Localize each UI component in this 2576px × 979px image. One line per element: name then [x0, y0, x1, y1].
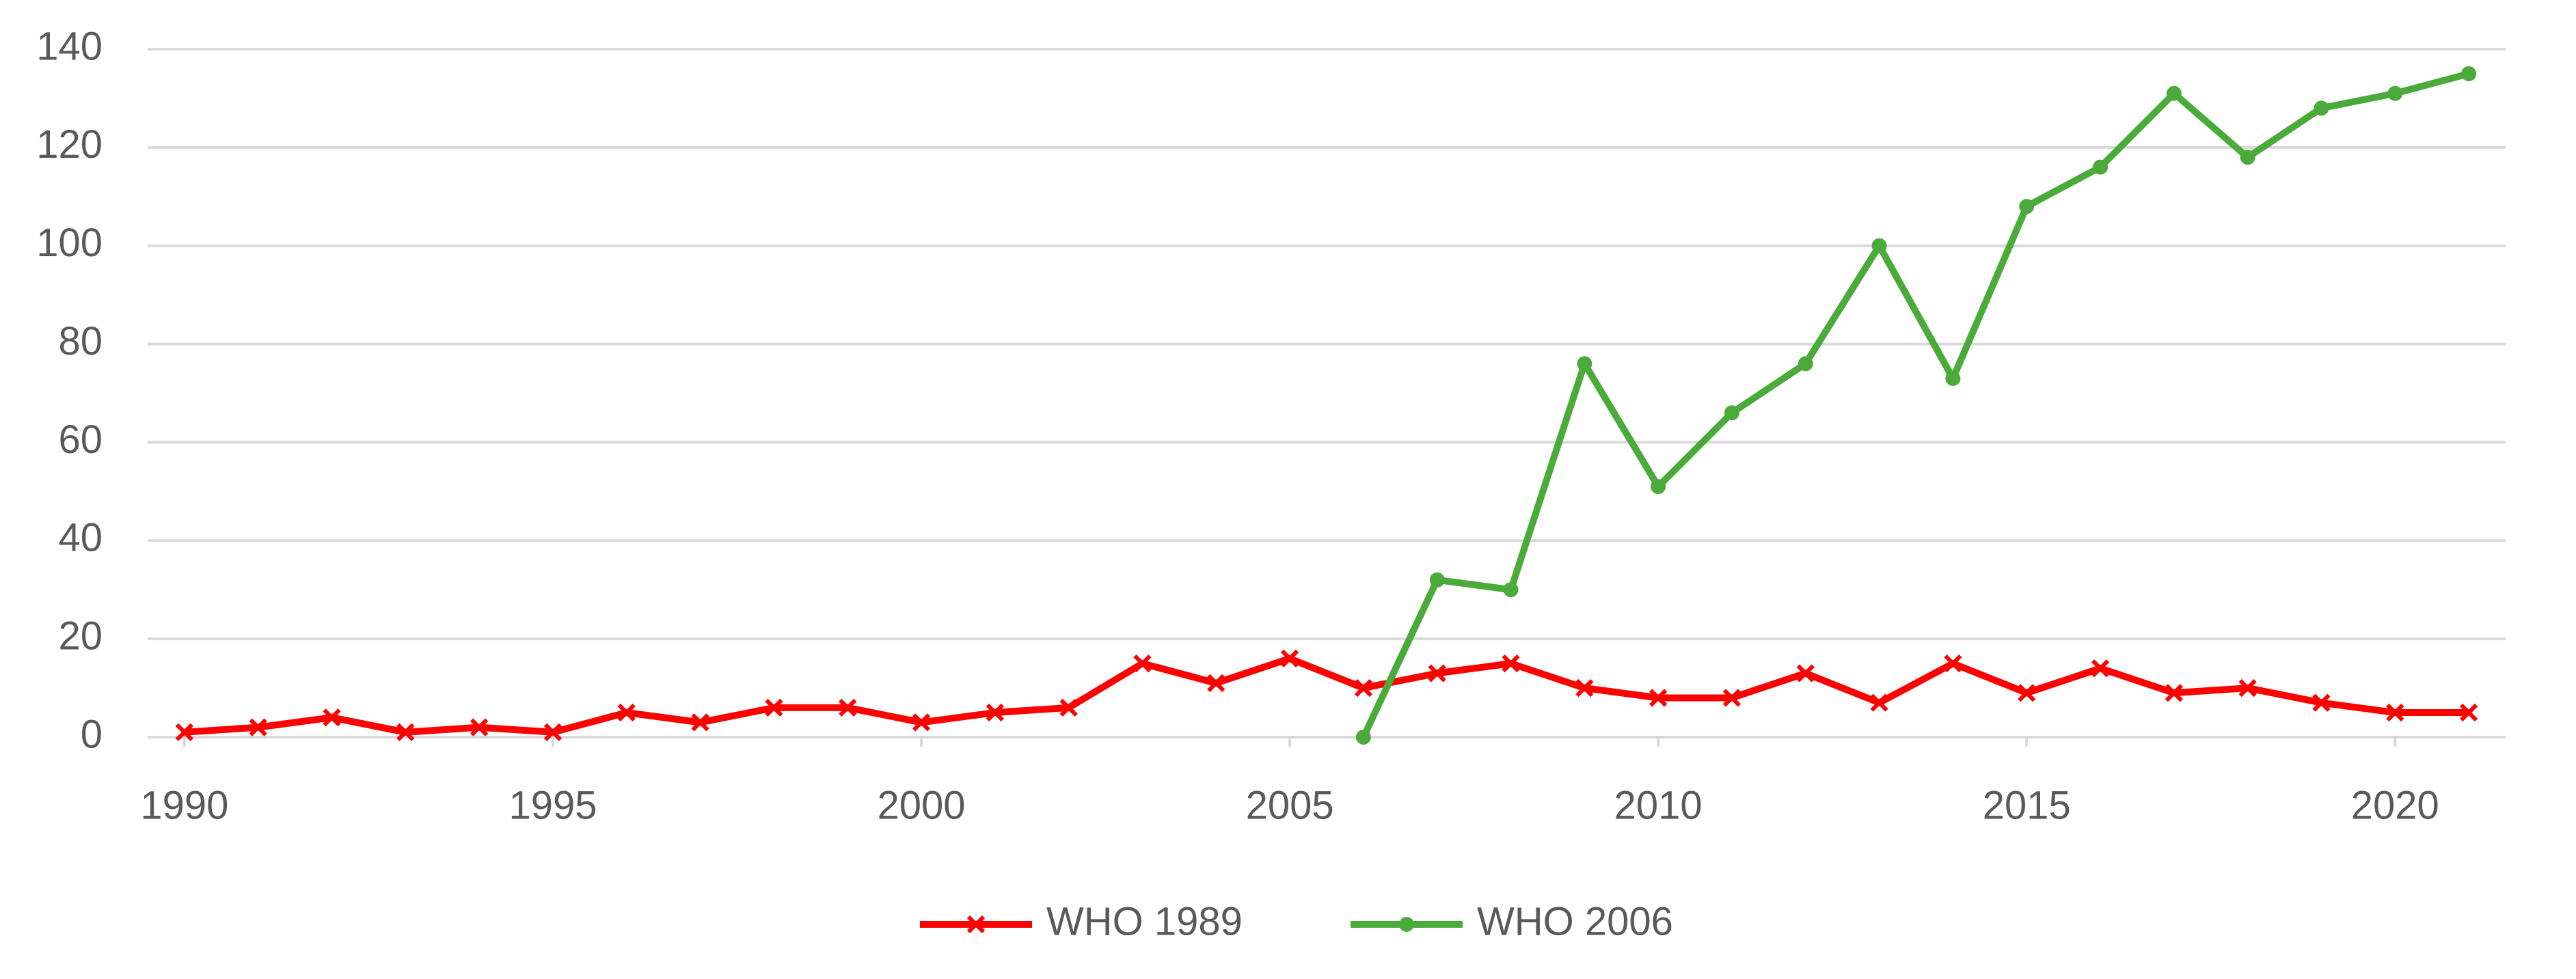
data-point: [2166, 85, 2182, 101]
y-tick-label: 40: [58, 516, 103, 560]
data-point: [1354, 678, 1373, 698]
data-point: [2386, 703, 2404, 722]
series-line: [184, 654, 2469, 736]
data-point: [1871, 238, 1887, 253]
y-tick-label: 60: [58, 417, 103, 462]
data-point: [1428, 664, 1446, 682]
data-point: [2240, 150, 2255, 165]
data-point: [2314, 100, 2329, 116]
data-point: [1724, 405, 1739, 421]
series-line: [1360, 70, 2470, 739]
x-tick-label: 1995: [509, 783, 597, 827]
data-point: [1355, 730, 1371, 745]
data-point: [543, 723, 562, 741]
data-point: [1207, 674, 1225, 693]
data-point: [2018, 684, 2036, 702]
y-tick-label: 120: [36, 122, 103, 167]
y-tick-label: 20: [58, 613, 103, 658]
data-point: [2387, 85, 2403, 101]
data-point: [470, 718, 489, 736]
data-point: [691, 713, 709, 732]
legend-marker: [1399, 917, 1414, 932]
x-tick-label: 2005: [1246, 783, 1334, 827]
data-point: [912, 713, 931, 732]
data-point: [1575, 678, 1594, 698]
x-tick-label: 2010: [1614, 783, 1703, 827]
data-point: [986, 703, 1004, 722]
data-point: [1577, 356, 1592, 372]
data-point: [175, 723, 194, 741]
data-point: [2238, 678, 2257, 698]
x-tick-label: 2015: [1983, 783, 2071, 827]
data-point: [765, 698, 783, 717]
data-point: [1945, 370, 1961, 386]
data-point: [2091, 659, 2110, 678]
data-point: [1796, 664, 1815, 682]
legend-label: WHO 1989: [1046, 899, 1243, 943]
legend-marker: [966, 915, 986, 934]
data-point: [396, 723, 415, 741]
legend-label: WHO 2006: [1477, 899, 1673, 943]
y-tick-label: 0: [81, 712, 103, 756]
data-point: [323, 708, 341, 727]
x-tick-label: 2020: [2351, 783, 2439, 827]
data-point: [2019, 199, 2035, 215]
data-point: [1870, 693, 1888, 712]
y-tick-label: 80: [58, 319, 103, 363]
data-point: [249, 718, 267, 736]
data-point: [1944, 654, 1962, 673]
x-tick-label: 2000: [878, 783, 966, 827]
x-tick-label: 1990: [140, 783, 228, 827]
y-tick-label: 140: [36, 24, 103, 68]
data-point: [1649, 689, 1668, 707]
data-point: [1503, 582, 1519, 598]
data-point: [1651, 479, 1666, 495]
data-point: [1502, 654, 1520, 673]
data-point: [1280, 649, 1299, 668]
y-tick-label: 100: [36, 221, 103, 265]
data-point: [2459, 703, 2478, 722]
data-point: [839, 698, 857, 717]
data-point: [1059, 698, 1078, 717]
data-point: [2165, 684, 2183, 702]
data-point: [617, 703, 636, 722]
data-point: [2312, 693, 2331, 712]
data-point: [2093, 159, 2109, 175]
data-point: [1798, 356, 1813, 372]
data-point: [1722, 689, 1741, 707]
data-point: [1429, 572, 1445, 588]
data-point: [2461, 66, 2477, 81]
data-point: [1133, 654, 1152, 673]
